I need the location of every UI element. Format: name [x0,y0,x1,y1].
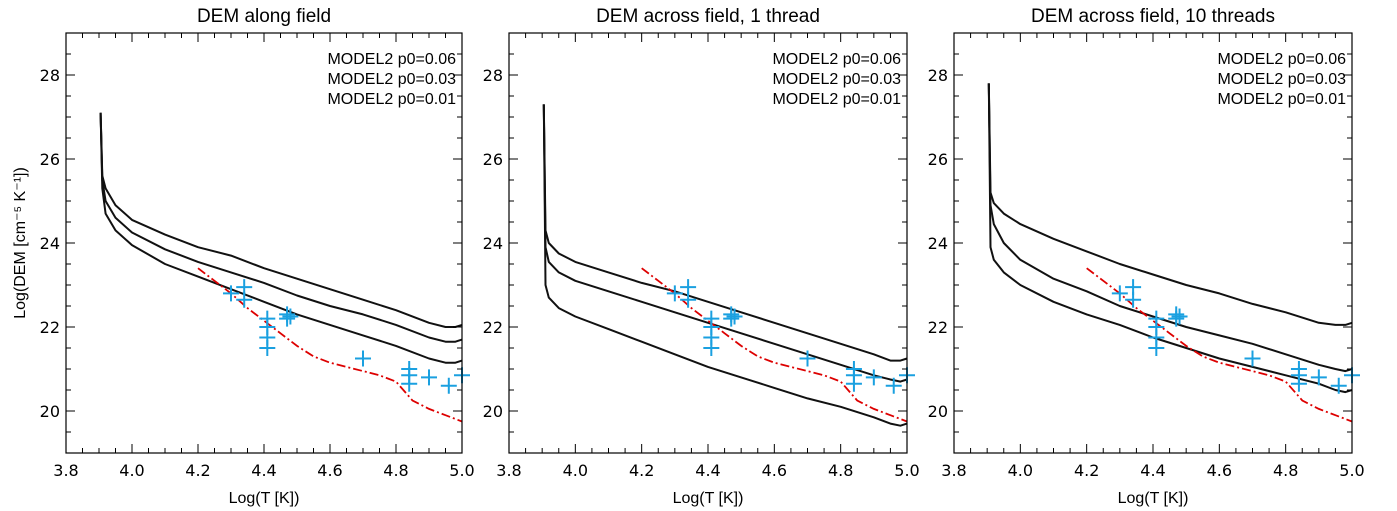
x-tick-label: 5.0 [894,461,919,480]
x-tick-label: 4.8 [383,461,408,480]
y-axis-label: Log(DEM [cm⁻⁵ K⁻¹]) [12,167,29,319]
reference-dem-line [641,267,908,423]
y-tick-label: 24 [483,234,503,253]
legend-entry: MODEL2 p0=0.01 [772,91,901,108]
y-tick-label: 22 [928,318,948,337]
x-tick-label: 4.4 [251,461,276,480]
chart-title: DEM along field [197,6,331,27]
observed-point [259,340,276,356]
observed-point [1168,310,1185,327]
observed-point [723,310,740,327]
observed-point [401,375,418,392]
observed-point [355,350,371,367]
observed-point [680,291,697,308]
y-tick-label: 24 [40,234,60,253]
observed-point [1171,308,1188,325]
x-tick-label: 4.2 [1074,461,1099,480]
x-tick-label: 3.8 [53,461,78,480]
chart-panel-1: DEM along field 3.8 4.0 4.2 4.4 4.6 4.8 5.0 20 22… [12,6,475,507]
model-curve-1 [542,104,908,362]
x-tick-label: 4.6 [317,461,342,480]
y-tick-label: 26 [40,150,60,169]
observed-point [440,377,457,394]
y-tick-label: 24 [928,234,948,253]
x-tick-label: 5.0 [449,461,474,480]
y-tick-label: 26 [483,150,503,169]
chart-title: DEM across field, 10 threads [1031,6,1275,27]
model-curve-1 [99,112,463,328]
model-curve-3 [987,83,1353,394]
legend-entry: MODEL2 p0=0.03 [1217,71,1346,88]
x-tick-label: 4.0 [1008,461,1033,480]
model-curve-2 [99,112,463,343]
observed-point [236,291,253,308]
observed-point [282,308,299,325]
observed-point [799,350,816,367]
model-curve-1 [987,83,1353,326]
reference-dem-line [197,267,463,423]
x-tick-label: 4.0 [119,461,144,480]
model-curve-3 [99,112,463,364]
y-tick-label: 20 [40,402,60,421]
observed-point [726,308,743,325]
observed-point [1310,369,1327,386]
x-tick-label: 4.6 [762,461,787,480]
x-tick-label: 4.2 [629,461,654,480]
y-tick-label: 28 [40,66,60,85]
observed-point [1125,291,1142,308]
x-tick-label: 4.8 [1273,461,1298,480]
x-tick-label: 4.4 [1140,461,1165,480]
x-axis-label: Log(T [K]) [673,490,744,507]
chart-panel-2: DEM across field, 1 thread 3.8 4.0 4.2 4.4 4.… [483,6,920,507]
x-tick-label: 4.6 [1207,461,1232,480]
y-tick-label: 20 [928,402,948,421]
chart-title: DEM across field, 1 thread [596,6,820,27]
x-tick-label: 3.8 [941,461,966,480]
observed-point [1290,375,1307,392]
observed-point [1330,377,1347,394]
observed-point [885,377,902,394]
observed-point [666,285,683,302]
observed-point [1111,285,1128,302]
x-axis-label: Log(T [K]) [229,490,300,507]
observed-point [421,369,437,386]
y-tick-label: 20 [483,402,503,421]
legend-entry: MODEL2 p0=0.06 [1217,51,1346,68]
observed-point [845,375,862,392]
y-tick-label: 28 [928,66,948,85]
model-curve-2 [987,83,1353,373]
legend-entry: MODEL2 p0=0.01 [1217,91,1346,108]
x-tick-label: 4.4 [695,461,720,480]
model-curve-3 [542,104,908,427]
x-tick-label: 4.0 [563,461,588,480]
x-tick-label: 3.8 [496,461,521,480]
x-tick-label: 4.2 [185,461,210,480]
legend-entry: MODEL2 p0=0.06 [772,51,901,68]
y-tick-label: 28 [483,66,503,85]
model-curve-2 [542,104,908,383]
legend-entry: MODEL2 p0=0.03 [327,71,456,88]
observed-point [703,340,720,356]
observed-point [865,369,882,386]
y-tick-label: 22 [40,318,60,337]
y-tick-label: 22 [483,318,503,337]
observed-point [1244,350,1261,367]
x-tick-label: 5.0 [1339,461,1364,480]
y-tick-label: 26 [928,150,948,169]
chart-panel-3: DEM across field, 10 threads 3.8 4.0 4.2 4.4… [928,6,1365,507]
x-tick-label: 4.8 [828,461,853,480]
legend-entry: MODEL2 p0=0.01 [327,91,456,108]
observed-point [1148,340,1165,356]
legend-entry: MODEL2 p0=0.06 [327,51,456,68]
observed-point [279,310,296,327]
reference-dem-line [1086,267,1353,423]
x-axis-label: Log(T [K]) [1118,490,1189,507]
legend-entry: MODEL2 p0=0.03 [772,71,901,88]
observed-point [223,285,239,302]
